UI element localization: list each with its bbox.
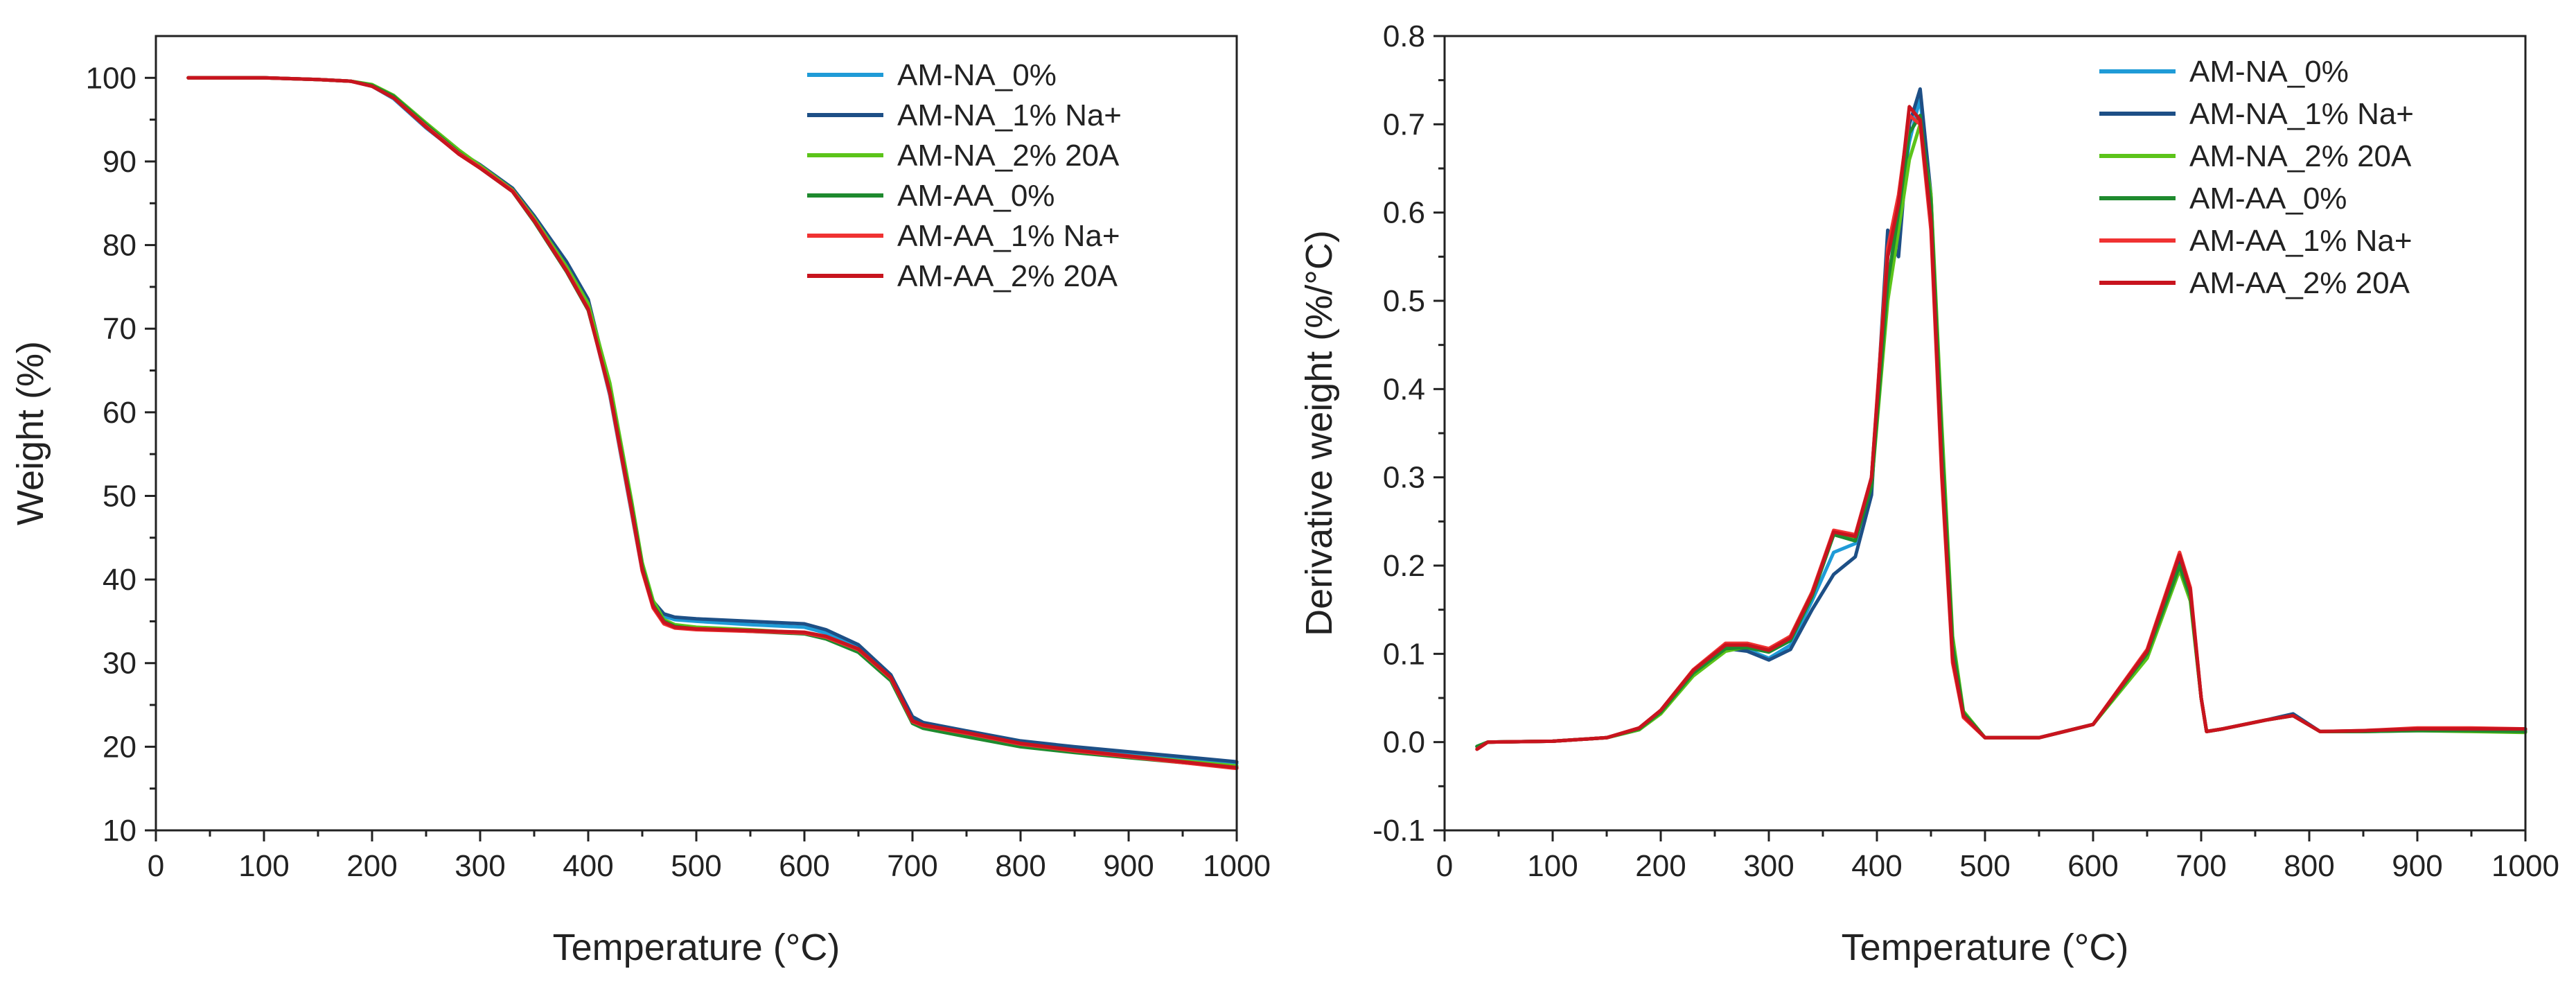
weight-x-tick-label: 800	[995, 849, 1046, 883]
derivative-legend-label: AM-AA_1% Na+	[2189, 224, 2412, 258]
derivative-x-tick-label: 1000	[2491, 849, 2559, 883]
weight-y-tick-label: 50	[103, 479, 136, 513]
weight-chart: 0 100 200 300 400 500 600 700 800 900 1000 10 20 30 40…	[10, 35, 1271, 968]
derivative-series-line-2	[1475, 87, 2528, 749]
weight-axis-ticks: 0 100 200 300 400 500 600 700 800 900 1000 10 20 30 40…	[86, 61, 1271, 883]
derivative-legend-label: AM-AA_0%	[2189, 182, 2347, 216]
derivative-y-tick-label: 0.8	[1383, 19, 1425, 53]
weight-x-tick-label: 100	[238, 849, 289, 883]
weight-y-tick-label: 90	[103, 145, 136, 179]
weight-legend-label: AM-AA_0%	[897, 179, 1055, 213]
weight-series-line-1	[186, 76, 1239, 765]
derivative-x-tick-label: 600	[2067, 849, 2118, 883]
weight-series-line-3	[186, 76, 1239, 768]
derivative-x-axis-title: Temperature (°C)	[1842, 927, 2129, 968]
derivative-series-line-6	[1475, 105, 2528, 751]
derivative-x-tick-label: 100	[1527, 849, 1578, 883]
derivative-series-line-4	[1475, 114, 2528, 749]
derivative-legend: AM-NA_0% AM-NA_1% Na+ AM-NA_2% 20A AM-AA_0%…	[2099, 55, 2414, 300]
weight-y-tick-label: 80	[103, 229, 136, 263]
derivative-series-line-5	[1475, 114, 2528, 751]
derivative-y-tick-label: 0.5	[1383, 284, 1425, 318]
derivative-x-tick-label: 0	[1436, 849, 1453, 883]
weight-y-axis-title: Weight (%)	[10, 341, 51, 525]
derivative-legend-label: AM-NA_0%	[2189, 55, 2349, 89]
weight-legend-label: AM-NA_1% Na+	[897, 98, 1122, 132]
weight-x-tick-label: 600	[779, 849, 829, 883]
derivative-y-tick-label: 0.4	[1383, 372, 1425, 406]
weight-x-tick-label: 300	[455, 849, 505, 883]
weight-legend-label: AM-AA_2% 20A	[897, 259, 1118, 293]
weight-x-tick-label: 500	[671, 849, 721, 883]
weight-y-tick-label: 10	[103, 814, 136, 848]
derivative-series-line-3	[1475, 122, 2528, 749]
derivative-y-tick-label: 0.7	[1383, 107, 1425, 141]
derivative-series-group	[1475, 87, 2528, 751]
weight-legend: AM-NA_0% AM-NA_1% Na+ AM-NA_2% 20A AM-AA_0%…	[807, 58, 1122, 293]
weight-series-group	[186, 76, 1239, 771]
weight-x-axis-title: Temperature (°C)	[553, 927, 840, 968]
derivative-y-tick-label: 0.2	[1383, 549, 1425, 583]
weight-legend-label: AM-NA_2% 20A	[897, 139, 1120, 173]
derivative-axis-ticks: 0 100 200 300 400 500 600 700 800 900 1000 -0.1 0.0 0…	[1373, 19, 2559, 883]
weight-series-line-4	[186, 76, 1239, 769]
derivative-x-tick-label: 300	[1743, 849, 1794, 883]
derivative-x-tick-label: 400	[1851, 849, 1902, 883]
derivative-y-tick-label: 0.0	[1383, 726, 1425, 760]
derivative-series-line-1	[1475, 96, 2528, 749]
weight-y-tick-label: 100	[86, 61, 136, 95]
derivative-y-tick-label: -0.1	[1373, 814, 1425, 848]
derivative-y-tick-label: 0.3	[1383, 461, 1425, 495]
weight-x-tick-label: 0	[148, 849, 164, 883]
weight-series-line-6	[186, 76, 1239, 769]
derivative-x-tick-label: 800	[2284, 849, 2334, 883]
weight-y-tick-label: 60	[103, 396, 136, 430]
derivative-legend-label: AM-NA_1% Na+	[2189, 97, 2414, 131]
weight-series-line-2	[186, 76, 1239, 764]
derivative-x-tick-label: 900	[2392, 849, 2442, 883]
weight-legend-label: AM-AA_1% Na+	[897, 219, 1120, 253]
derivative-legend-label: AM-AA_2% 20A	[2189, 266, 2410, 300]
weight-y-tick-label: 20	[103, 730, 136, 764]
weight-y-tick-label: 30	[103, 647, 136, 681]
weight-y-tick-label: 70	[103, 312, 136, 346]
derivative-y-tick-label: 0.6	[1383, 196, 1425, 230]
weight-x-tick-label: 900	[1103, 849, 1154, 883]
weight-x-tick-label: 400	[563, 849, 613, 883]
weight-x-tick-label: 200	[346, 849, 397, 883]
derivative-x-tick-label: 500	[1959, 849, 2010, 883]
weight-y-tick-label: 40	[103, 563, 136, 597]
derivative-weight-chart: 0 100 200 300 400 500 600 700 800 900 1000 -0.1 0.0 0…	[1298, 19, 2559, 968]
derivative-x-tick-label: 200	[1635, 849, 1686, 883]
derivative-y-axis-title: Derivative weight (%/°C)	[1298, 230, 1340, 636]
weight-series-line-5	[186, 76, 1239, 771]
derivative-legend-label: AM-NA_2% 20A	[2189, 139, 2412, 173]
weight-x-tick-label: 700	[887, 849, 937, 883]
derivative-x-tick-label: 700	[2176, 849, 2226, 883]
weight-x-tick-label: 1000	[1203, 849, 1271, 883]
weight-legend-label: AM-NA_0%	[897, 58, 1057, 92]
derivative-y-tick-label: 0.1	[1383, 637, 1425, 671]
